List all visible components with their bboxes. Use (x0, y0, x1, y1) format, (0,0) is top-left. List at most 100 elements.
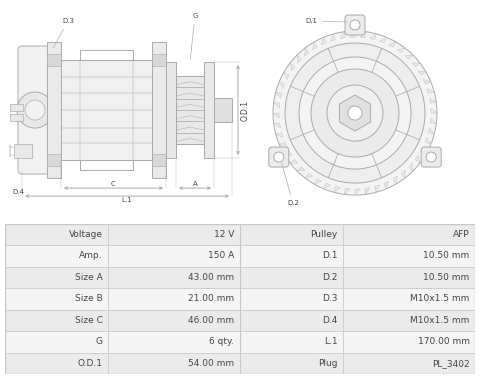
Polygon shape (305, 173, 313, 178)
Text: 12 V: 12 V (214, 230, 234, 239)
Polygon shape (274, 102, 280, 108)
Text: D.4: D.4 (12, 189, 24, 195)
Bar (10, 114, 23, 121)
Bar (240, 331, 344, 353)
Polygon shape (284, 151, 292, 155)
Text: Plug: Plug (318, 359, 338, 368)
Polygon shape (401, 170, 405, 178)
Polygon shape (409, 163, 413, 171)
Polygon shape (425, 138, 431, 144)
Polygon shape (274, 123, 280, 128)
Text: AFP: AFP (453, 230, 469, 239)
Text: L.1: L.1 (122, 197, 132, 203)
Text: M10x1.5 mm: M10x1.5 mm (410, 316, 469, 325)
Bar (108, 353, 240, 374)
Polygon shape (273, 113, 279, 118)
Text: Amp.: Amp. (79, 252, 103, 261)
Polygon shape (279, 142, 287, 147)
Circle shape (273, 31, 437, 195)
Bar (204, 62, 214, 158)
Text: 170.00 mm: 170.00 mm (418, 337, 469, 346)
Bar (240, 353, 344, 374)
Bar (108, 224, 240, 245)
Polygon shape (423, 79, 431, 84)
Polygon shape (412, 63, 420, 67)
Text: D.2: D.2 (282, 163, 299, 206)
Bar (10, 104, 23, 111)
Polygon shape (276, 133, 283, 138)
Polygon shape (331, 34, 336, 41)
Polygon shape (314, 179, 322, 184)
Bar (344, 288, 475, 310)
Text: D.3: D.3 (53, 18, 74, 48)
Bar (240, 245, 344, 267)
Circle shape (327, 85, 383, 141)
Text: 150 A: 150 A (208, 252, 234, 261)
Text: 10.50 mm: 10.50 mm (423, 252, 469, 261)
Bar (108, 288, 240, 310)
Text: D.2: D.2 (323, 273, 338, 282)
Polygon shape (279, 82, 285, 89)
Circle shape (274, 152, 284, 162)
Circle shape (299, 57, 411, 169)
Polygon shape (313, 42, 317, 50)
Polygon shape (365, 188, 370, 194)
Bar (152, 54, 166, 66)
Polygon shape (290, 159, 298, 163)
Bar (108, 267, 240, 288)
Polygon shape (350, 31, 355, 37)
Text: L.1: L.1 (324, 337, 338, 346)
Bar (214, 98, 232, 122)
Circle shape (350, 20, 360, 30)
Polygon shape (360, 32, 366, 38)
Text: O.D.1: O.D.1 (78, 359, 103, 368)
Polygon shape (297, 167, 305, 171)
Bar (152, 154, 166, 166)
Bar (176, 76, 204, 144)
Polygon shape (397, 48, 405, 53)
Text: 46.00 mm: 46.00 mm (188, 316, 234, 325)
Text: Size C: Size C (75, 316, 103, 325)
FancyBboxPatch shape (18, 46, 52, 174)
Text: Size A: Size A (75, 273, 103, 282)
Bar (14, 144, 32, 158)
Text: D.4: D.4 (323, 316, 338, 325)
Polygon shape (429, 128, 434, 134)
Text: D.1: D.1 (323, 252, 338, 261)
Polygon shape (418, 71, 426, 75)
Bar (240, 224, 344, 245)
Polygon shape (405, 55, 413, 59)
Bar (344, 353, 475, 374)
Polygon shape (284, 72, 289, 79)
Bar (240, 288, 344, 310)
Polygon shape (324, 183, 331, 189)
Bar (5, 245, 108, 267)
Bar (5, 267, 108, 288)
Bar (166, 62, 176, 158)
Polygon shape (334, 186, 340, 192)
FancyBboxPatch shape (345, 15, 365, 35)
Polygon shape (384, 181, 389, 189)
Polygon shape (430, 98, 436, 103)
Circle shape (17, 92, 53, 128)
Polygon shape (344, 188, 350, 194)
Text: G: G (96, 337, 103, 346)
Polygon shape (276, 92, 282, 98)
Polygon shape (389, 42, 396, 47)
Bar (108, 245, 240, 267)
Polygon shape (379, 37, 386, 43)
Text: 43.00 mm: 43.00 mm (188, 273, 234, 282)
Bar (61, 60, 152, 160)
Bar (5, 353, 108, 374)
Text: A: A (192, 181, 197, 187)
Polygon shape (427, 89, 434, 93)
Text: D.1: D.1 (305, 18, 347, 24)
Bar (344, 331, 475, 353)
Bar (108, 331, 240, 353)
Bar (152, 42, 166, 178)
Polygon shape (340, 32, 345, 38)
Circle shape (311, 69, 399, 157)
Bar (344, 224, 475, 245)
Text: Voltage: Voltage (69, 230, 103, 239)
Text: G: G (190, 13, 198, 59)
